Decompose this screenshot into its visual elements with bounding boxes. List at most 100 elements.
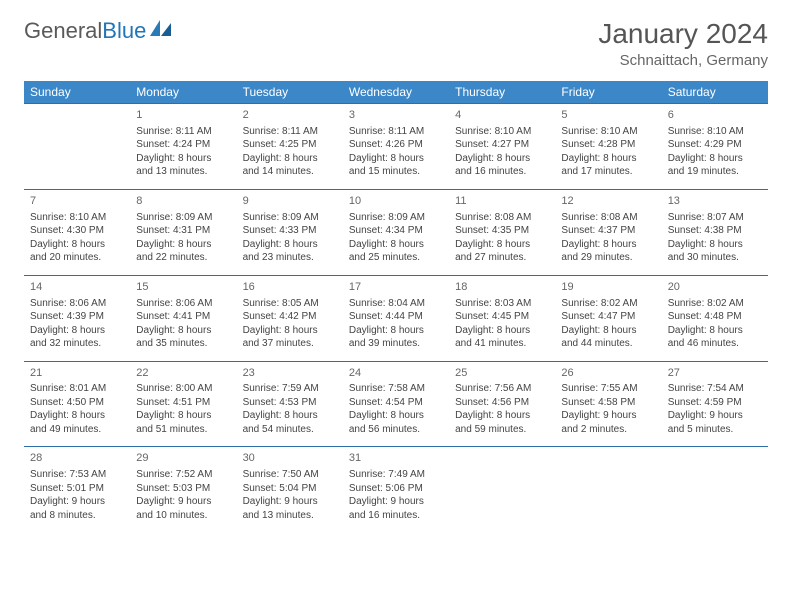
sunrise-line: Sunrise: 7:56 AM: [455, 382, 549, 396]
sunrise-line: Sunrise: 7:52 AM: [136, 468, 230, 482]
daylight-line: Daylight: 8 hours and 29 minutes.: [561, 238, 655, 265]
sunset-line: Sunset: 4:41 PM: [136, 310, 230, 324]
weekday-header: Saturday: [662, 81, 768, 104]
page-title: January 2024: [598, 18, 768, 50]
sunset-line: Sunset: 4:56 PM: [455, 396, 549, 410]
calendar-cell: 15Sunrise: 8:06 AMSunset: 4:41 PMDayligh…: [130, 275, 236, 361]
calendar-cell: 12Sunrise: 8:08 AMSunset: 4:37 PMDayligh…: [555, 189, 661, 275]
sunrise-line: Sunrise: 8:06 AM: [30, 297, 124, 311]
sunrise-line: Sunrise: 8:11 AM: [243, 125, 337, 139]
day-number: 8: [136, 194, 230, 209]
daylight-line: Daylight: 8 hours and 37 minutes.: [243, 324, 337, 351]
calendar-cell: 13Sunrise: 8:07 AMSunset: 4:38 PMDayligh…: [662, 189, 768, 275]
sunrise-line: Sunrise: 8:10 AM: [455, 125, 549, 139]
day-number: 1: [136, 108, 230, 123]
calendar-cell: 5 Sunrise: 8:10 AMSunset: 4:28 PMDaylight…: [555, 104, 661, 190]
calendar-cell: 10Sunrise: 8:09 AMSunset: 4:34 PMDayligh…: [343, 189, 449, 275]
sunrise-line: Sunrise: 7:49 AM: [349, 468, 443, 482]
sunset-line: Sunset: 4:44 PM: [349, 310, 443, 324]
sunrise-line: Sunrise: 7:53 AM: [30, 468, 124, 482]
day-number: 7: [30, 194, 124, 209]
calendar-cell: 18Sunrise: 8:03 AMSunset: 4:45 PMDayligh…: [449, 275, 555, 361]
sunset-line: Sunset: 4:54 PM: [349, 396, 443, 410]
logo-word2: Blue: [102, 18, 146, 44]
calendar-cell: [24, 104, 130, 190]
daylight-line: Daylight: 8 hours and 44 minutes.: [561, 324, 655, 351]
sunrise-line: Sunrise: 8:09 AM: [136, 211, 230, 225]
calendar-cell: 30Sunrise: 7:50 AMSunset: 5:04 PMDayligh…: [237, 447, 343, 532]
sunrise-line: Sunrise: 8:05 AM: [243, 297, 337, 311]
sunset-line: Sunset: 5:01 PM: [30, 482, 124, 496]
calendar-cell: 4Sunrise: 8:10 AMSunset: 4:27 PMDaylight…: [449, 104, 555, 190]
weekday-header: Wednesday: [343, 81, 449, 104]
day-number: 15: [136, 280, 230, 295]
sunrise-line: Sunrise: 7:55 AM: [561, 382, 655, 396]
daylight-line: Daylight: 8 hours and 20 minutes.: [30, 238, 124, 265]
day-number: 4: [455, 108, 549, 123]
daylight-line: Daylight: 8 hours and 41 minutes.: [455, 324, 549, 351]
sunrise-line: Sunrise: 8:10 AM: [668, 125, 762, 139]
calendar-cell: 28 Sunrise: 7:53 AMSunset: 5:01 PMDayligh…: [24, 447, 130, 532]
calendar-cell: 3Sunrise: 8:11 AMSunset: 4:26 PMDaylight…: [343, 104, 449, 190]
calendar-cell: 20Sunrise: 8:02 AMSunset: 4:48 PMDayligh…: [662, 275, 768, 361]
calendar-cell: 17Sunrise: 8:04 AMSunset: 4:44 PMDayligh…: [343, 275, 449, 361]
calendar-cell: [555, 447, 661, 532]
sunset-line: Sunset: 4:42 PM: [243, 310, 337, 324]
location: Schnaittach, Germany: [598, 52, 768, 69]
daylight-line: Daylight: 8 hours and 30 minutes.: [668, 238, 762, 265]
sunset-line: Sunset: 4:27 PM: [455, 138, 549, 152]
daylight-line: Daylight: 9 hours and 2 minutes.: [561, 409, 655, 436]
sunset-line: Sunset: 4:38 PM: [668, 224, 762, 238]
daylight-line: Daylight: 8 hours and 56 minutes.: [349, 409, 443, 436]
daylight-line: Daylight: 8 hours and 54 minutes.: [243, 409, 337, 436]
day-number: 5: [561, 108, 655, 123]
calendar-cell: 16Sunrise: 8:05 AMSunset: 4:42 PMDayligh…: [237, 275, 343, 361]
calendar-cell: 26Sunrise: 7:55 AMSunset: 4:58 PMDayligh…: [555, 361, 661, 447]
sunset-line: Sunset: 4:34 PM: [349, 224, 443, 238]
sunrise-line: Sunrise: 8:09 AM: [243, 211, 337, 225]
calendar-cell: 7Sunrise: 8:10 AMSunset: 4:30 PMDaylight…: [24, 189, 130, 275]
calendar-cell: 25Sunrise: 7:56 AMSunset: 4:56 PMDayligh…: [449, 361, 555, 447]
daylight-line: Daylight: 8 hours and 17 minutes.: [561, 152, 655, 179]
daylight-line: Daylight: 9 hours and 13 minutes.: [243, 495, 337, 522]
daylight-line: Daylight: 9 hours and 16 minutes.: [349, 495, 443, 522]
sunrise-line: Sunrise: 8:00 AM: [136, 382, 230, 396]
day-number: 19: [561, 280, 655, 295]
sunrise-line: Sunrise: 8:10 AM: [561, 125, 655, 139]
daylight-line: Daylight: 9 hours and 8 minutes.: [30, 495, 124, 522]
logo-word1: General: [24, 18, 102, 44]
sunrise-line: Sunrise: 8:10 AM: [30, 211, 124, 225]
calendar-row: 21Sunrise: 8:01 AMSunset: 4:50 PMDayligh…: [24, 361, 768, 447]
sunset-line: Sunset: 4:29 PM: [668, 138, 762, 152]
sunset-line: Sunset: 4:33 PM: [243, 224, 337, 238]
daylight-line: Daylight: 8 hours and 32 minutes.: [30, 324, 124, 351]
header: GeneralBlue January 2024 Schnaittach, Ge…: [24, 18, 768, 69]
calendar-cell: 9Sunrise: 8:09 AMSunset: 4:33 PMDaylight…: [237, 189, 343, 275]
calendar-row: 7Sunrise: 8:10 AMSunset: 4:30 PMDaylight…: [24, 189, 768, 275]
calendar-cell: 24Sunrise: 7:58 AMSunset: 4:54 PMDayligh…: [343, 361, 449, 447]
day-number: 17: [349, 280, 443, 295]
sunset-line: Sunset: 4:28 PM: [561, 138, 655, 152]
sunset-line: Sunset: 4:51 PM: [136, 396, 230, 410]
calendar-row: 28Sunrise: 7:53 AMSunset: 5:01 PMDayligh…: [24, 447, 768, 532]
sunset-line: Sunset: 4:45 PM: [455, 310, 549, 324]
daylight-line: Daylight: 8 hours and 35 minutes.: [136, 324, 230, 351]
daylight-line: Daylight: 8 hours and 59 minutes.: [455, 409, 549, 436]
day-number: 13: [668, 194, 762, 209]
day-number: 25: [455, 366, 549, 381]
daylight-line: Daylight: 9 hours and 5 minutes.: [668, 409, 762, 436]
calendar-cell: [449, 447, 555, 532]
daylight-line: Daylight: 8 hours and 39 minutes.: [349, 324, 443, 351]
calendar-cell: 2Sunrise: 8:11 AMSunset: 4:25 PMDaylight…: [237, 104, 343, 190]
day-number: 22: [136, 366, 230, 381]
calendar-cell: 1Sunrise: 8:11 AMSunset: 4:24 PMDaylight…: [130, 104, 236, 190]
daylight-line: Daylight: 8 hours and 13 minutes.: [136, 152, 230, 179]
daylight-line: Daylight: 8 hours and 25 minutes.: [349, 238, 443, 265]
day-number: 10: [349, 194, 443, 209]
day-number: 28: [30, 451, 124, 466]
calendar-cell: 23Sunrise: 7:59 AMSunset: 4:53 PMDayligh…: [237, 361, 343, 447]
weekday-header: Monday: [130, 81, 236, 104]
sunrise-line: Sunrise: 7:54 AM: [668, 382, 762, 396]
sunset-line: Sunset: 4:50 PM: [30, 396, 124, 410]
sunrise-line: Sunrise: 8:11 AM: [349, 125, 443, 139]
